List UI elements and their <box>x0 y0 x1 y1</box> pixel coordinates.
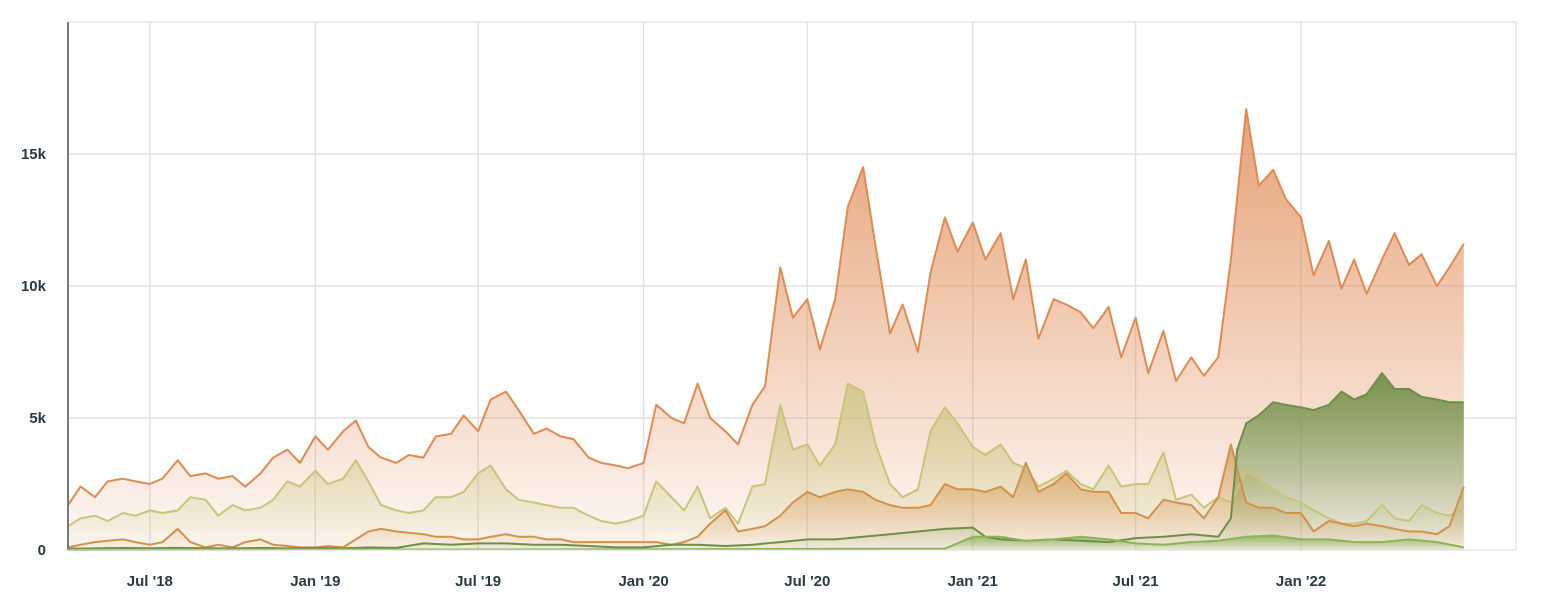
series-area-0 <box>68 109 1464 550</box>
series-line-0 <box>67 108 1465 506</box>
x-tick-label-2: Jul '19 <box>455 573 501 590</box>
x-tick-label-6: Jul '21 <box>1113 573 1159 590</box>
plot-frame <box>67 21 1517 551</box>
series-line-1 <box>67 382 1465 528</box>
y-axis-ticks: 0 5k 10k 15k <box>21 146 47 559</box>
series-line-3 <box>67 372 1464 550</box>
y-tick-label-0: 0 <box>38 542 46 559</box>
y-tick-label-1: 5k <box>29 410 46 427</box>
x-axis-ticks: Jul '18 Jan '19 Jul '19 Jan '20 Jul '20 Jan '… <box>127 573 1326 590</box>
y-tick-label-2: 10k <box>21 278 47 295</box>
series-area-4 <box>68 535 1464 550</box>
x-tick-label-1: Jan '19 <box>290 573 340 590</box>
series-lines <box>67 108 1465 551</box>
series-area-3 <box>68 373 1464 550</box>
x-tick-label-0: Jul '18 <box>127 573 173 590</box>
series-area-2 <box>68 444 1464 550</box>
x-tick-label-5: Jan '21 <box>948 573 998 590</box>
y-tick-label-3: 15k <box>21 146 47 163</box>
series-line-4 <box>67 534 1464 551</box>
x-tick-label-7: Jan '22 <box>1276 573 1326 590</box>
x-tick-label-4: Jul '20 <box>784 573 830 590</box>
series-areas <box>68 109 1464 550</box>
x-tick-label-3: Jan '20 <box>618 573 668 590</box>
